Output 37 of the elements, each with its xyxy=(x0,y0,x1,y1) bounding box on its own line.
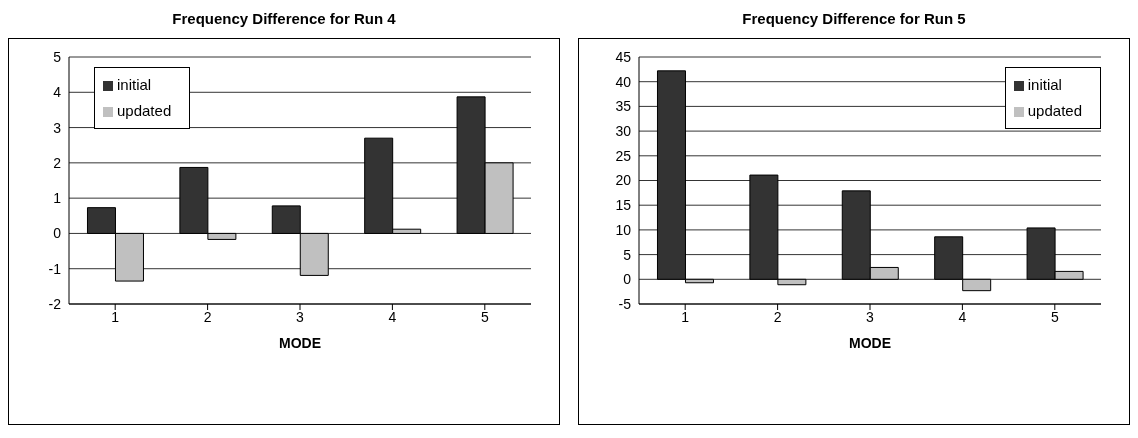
y-tick-label: 1 xyxy=(53,190,62,207)
y-tick-label: 40 xyxy=(615,73,632,90)
y-tick-label: 25 xyxy=(615,147,632,164)
x-axis-title: MODE xyxy=(279,335,321,351)
y-tick-label: 30 xyxy=(615,123,632,140)
x-tick-label: 5 xyxy=(1050,308,1059,325)
y-tick-label: 10 xyxy=(615,221,632,238)
x-axis-title: MODE xyxy=(849,335,891,351)
x-tick-label: 2 xyxy=(203,308,212,325)
x-tick-label: 4 xyxy=(958,308,967,325)
x-tick-label: 1 xyxy=(111,308,120,325)
legend-label: updated xyxy=(117,102,172,119)
y-tick-label: 35 xyxy=(615,98,632,115)
x-tick-label: 5 xyxy=(480,308,489,325)
x-tick-label: 1 xyxy=(681,308,690,325)
y-tick-label: 4 xyxy=(53,84,62,101)
y-tick-label: -1 xyxy=(48,260,62,277)
legend-label: initial xyxy=(1027,76,1062,93)
y-tick-label: 5 xyxy=(623,246,632,263)
y-tick-label: 20 xyxy=(615,172,632,189)
x-tick-label: 3 xyxy=(866,308,875,325)
y-tick-label: -2 xyxy=(48,295,62,312)
y-tick-label: -5 xyxy=(618,295,632,312)
legend-label: initial xyxy=(117,76,152,93)
x-tick-label: 2 xyxy=(773,308,782,325)
x-tick-label: 4 xyxy=(388,308,397,325)
y-tick-label: 15 xyxy=(615,197,632,214)
y-tick-label: 0 xyxy=(623,271,632,288)
chart-title: Frequency Difference for Run 5 xyxy=(741,9,967,29)
chart-title: Frequency Difference for Run 4 xyxy=(171,9,397,29)
y-tick-label: 45 xyxy=(615,48,632,65)
legend-label: updated xyxy=(1027,102,1082,119)
x-tick-label: 3 xyxy=(296,308,305,325)
y-tick-label: 3 xyxy=(53,119,62,136)
y-tick-label: 5 xyxy=(53,48,62,65)
y-tick-label: 2 xyxy=(53,154,62,171)
y-tick-label: 0 xyxy=(53,225,62,242)
